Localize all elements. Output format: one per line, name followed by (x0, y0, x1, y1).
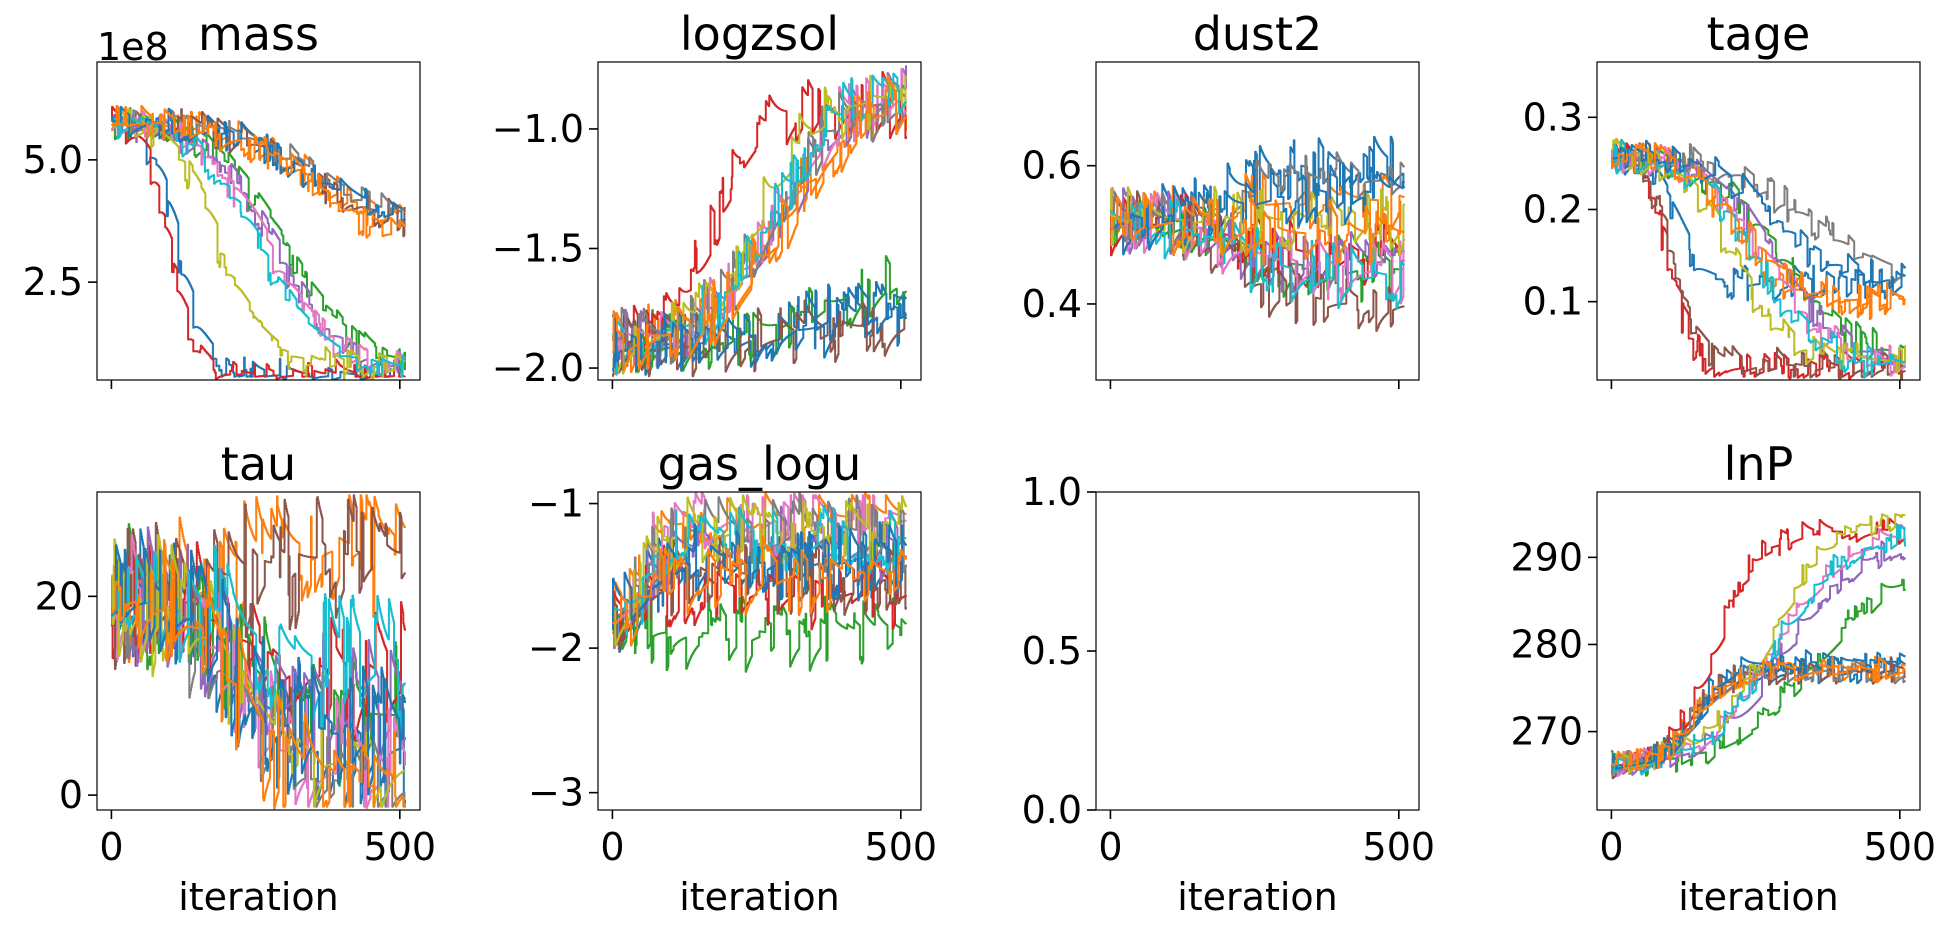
axes-frame (1095, 61, 1420, 381)
y-tick-label: 280 (1510, 622, 1583, 666)
x-axis-label: iteration (178, 875, 339, 919)
subplot-gas_logu: −3 −2 −1 0 500 gas_logu iteration (528, 437, 937, 919)
y-tick-label: −1 (528, 482, 584, 526)
y-tick-label: 0.6 (1022, 144, 1082, 188)
axes-frame (96, 491, 421, 811)
y-tick-label: −1.0 (492, 107, 584, 151)
walker-trace (1110, 162, 1405, 256)
subplot-title: gas_logu (658, 437, 862, 491)
y-tick-label: 0.3 (1523, 95, 1583, 139)
walker-trace (612, 593, 907, 673)
x-axis-label: iteration (1678, 875, 1839, 919)
axes-frame (1596, 491, 1921, 811)
walker-trace (612, 296, 907, 378)
subplot-mass: 2.5 5.0 mass 1e8 (23, 7, 421, 389)
axes-frame (597, 491, 922, 811)
walker-trace (612, 494, 907, 647)
walker-trace (1611, 656, 1906, 772)
x-tick-label: 500 (1363, 825, 1436, 869)
x-tick-label: 0 (99, 825, 123, 869)
subplot-title: tage (1707, 7, 1811, 61)
x-tick-label: 500 (865, 825, 938, 869)
y-tick-label: −2 (528, 626, 584, 670)
x-axis-label: iteration (1177, 875, 1338, 919)
walker-trace (111, 107, 406, 380)
subplot-dust2: 0.4 0.6 dust2 (1022, 7, 1420, 389)
walker-trace (1110, 192, 1405, 266)
walker-trace (1611, 139, 1906, 374)
axes-frame (1095, 491, 1420, 811)
walker-trace (111, 544, 406, 796)
axis-offset-text: 1e8 (97, 25, 169, 69)
subplot-tau: 0 20 0 500 tau iteration (35, 437, 436, 919)
axes-frame (96, 61, 421, 381)
x-tick-label: 0 (600, 825, 624, 869)
y-tick-label: 270 (1510, 710, 1583, 754)
walker-trace (1611, 139, 1906, 379)
subplot-title: dust2 (1193, 7, 1323, 61)
y-tick-label: 1.0 (1022, 470, 1082, 514)
subplot-title: tau (221, 437, 296, 491)
subplot-lnP: 270 280 290 0 500 lnP iteration (1510, 437, 1936, 919)
subplot-empty: 0.0 0.5 1.0 0 500 iteration (1022, 470, 1436, 919)
walker-trace (612, 74, 907, 372)
walker-trace (111, 539, 406, 810)
y-tick-label: 290 (1510, 535, 1583, 579)
x-tick-label: 0 (1098, 825, 1122, 869)
walker-trace (1110, 198, 1405, 310)
walker-trace (111, 534, 406, 808)
x-axis-label: iteration (679, 875, 840, 919)
y-tick-label: −2.0 (492, 346, 584, 390)
walker-trace (612, 282, 907, 373)
walker-trace (1110, 151, 1405, 253)
subplot-tage: 0.1 0.2 0.3 tage (1523, 7, 1921, 389)
subplot-logzsol: −2.0 −1.5 −1.0 logzsol (492, 7, 922, 390)
walker-trace (111, 105, 406, 380)
y-tick-label: −1.5 (492, 226, 584, 270)
walker-trace (1110, 185, 1405, 256)
x-tick-label: 500 (364, 825, 437, 869)
walker-trace (612, 521, 907, 631)
y-tick-label: 0.1 (1523, 280, 1583, 324)
axes-frame (597, 61, 922, 381)
walker-trace (1611, 540, 1906, 777)
y-tick-label: 0.2 (1523, 187, 1583, 231)
y-tick-label: 20 (35, 574, 83, 618)
y-tick-label: 2.5 (23, 260, 83, 304)
x-tick-label: 500 (1864, 825, 1937, 869)
walker-trace (1611, 142, 1906, 319)
subplot-title: mass (198, 7, 319, 61)
x-tick-label: 0 (1599, 825, 1623, 869)
y-tick-label: 0.5 (1022, 629, 1082, 673)
subplot-title: lnP (1724, 437, 1794, 491)
walker-trace (111, 118, 406, 380)
axes-frame (1596, 61, 1921, 381)
walker-trace (1611, 147, 1906, 380)
y-tick-label: 0 (59, 773, 83, 817)
y-tick-label: −3 (528, 771, 584, 815)
walker-trace (612, 535, 907, 647)
walker-trace (111, 104, 406, 239)
walker-trace (612, 74, 907, 376)
subplot-title: logzsol (680, 7, 839, 61)
y-tick-label: 5.0 (23, 138, 83, 182)
y-tick-label: 0.0 (1022, 788, 1082, 832)
y-tick-label: 0.4 (1022, 282, 1082, 326)
walker-trace (1611, 139, 1906, 296)
